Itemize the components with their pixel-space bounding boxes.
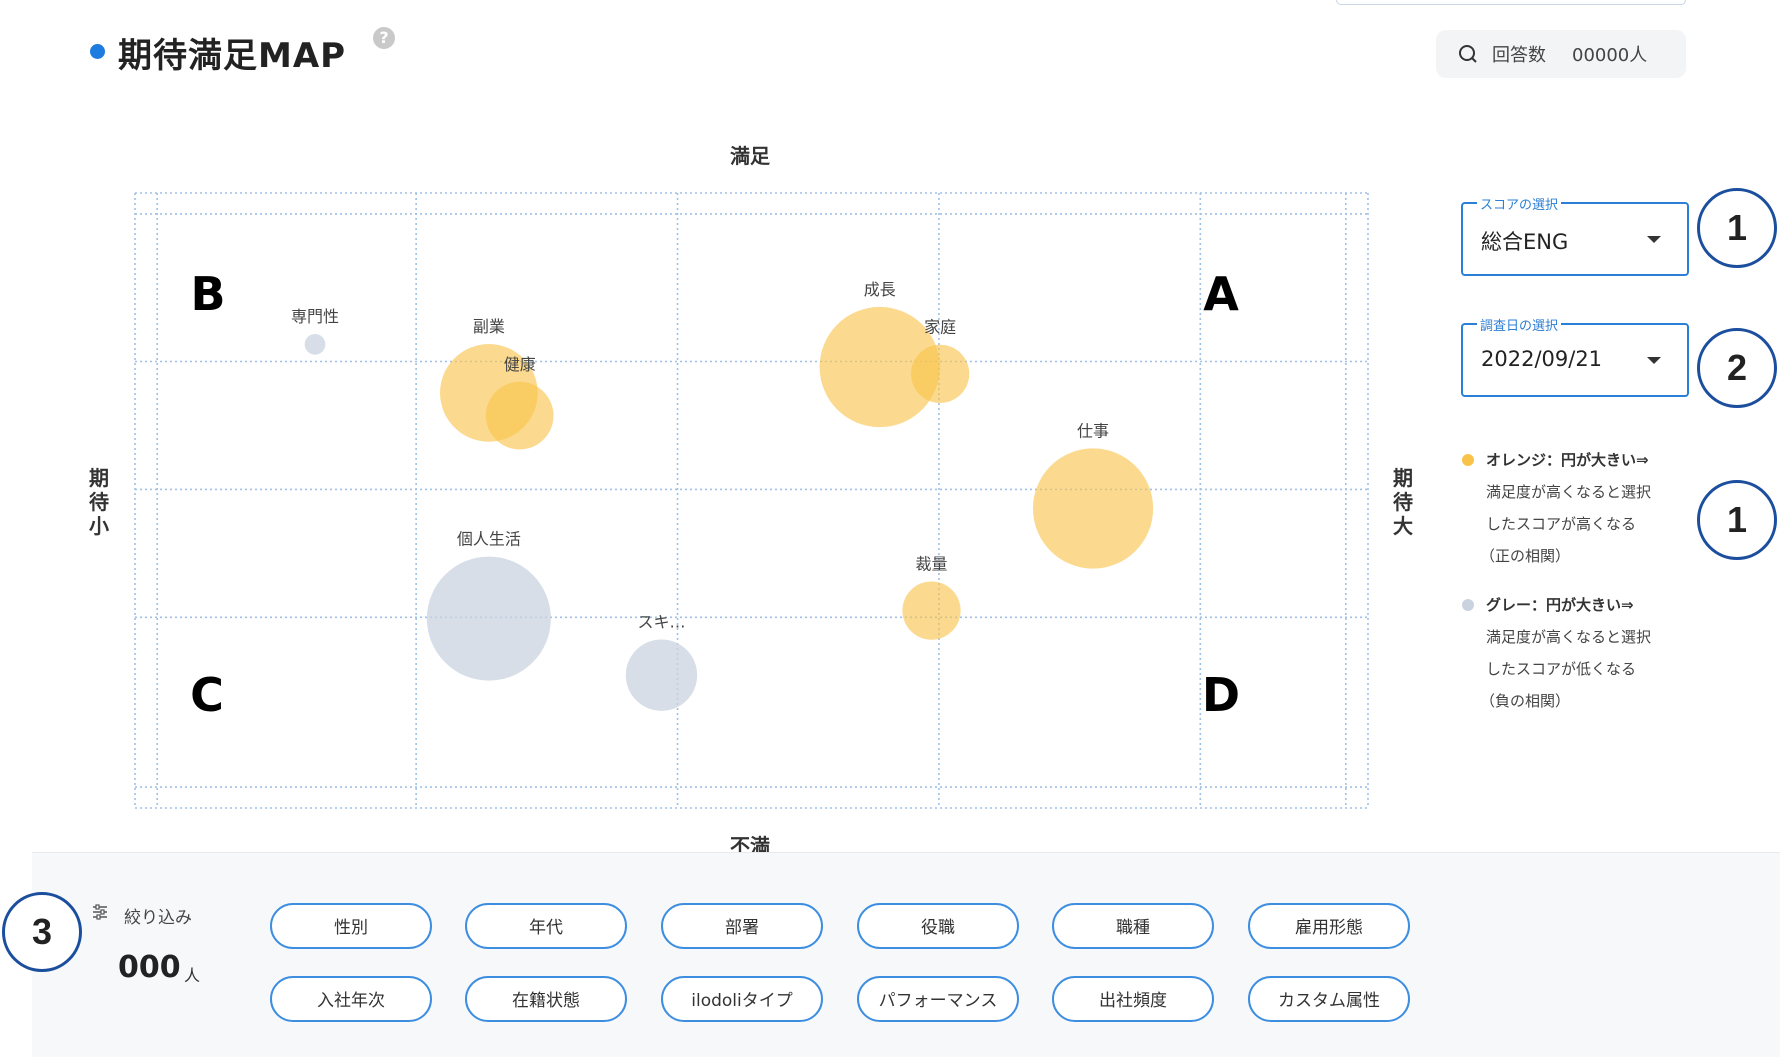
score-select-label: スコアの選択 xyxy=(1477,194,1562,213)
legend-orange-dot xyxy=(1462,454,1474,466)
legend-gray-dot xyxy=(1462,599,1474,611)
legend-gray-line: （負の相関） xyxy=(1480,692,1571,710)
filter-chip-ilodoli-type[interactable]: ilodoliタイプ xyxy=(661,976,823,1022)
bubble-layer xyxy=(304,306,1154,711)
callout-badge-date: 2 xyxy=(1697,328,1777,408)
callout-badge-legend: 1 xyxy=(1697,480,1777,560)
bubble-point[interactable] xyxy=(426,556,551,681)
bubble-point[interactable] xyxy=(485,381,554,450)
chevron-down-icon xyxy=(1647,236,1661,243)
title-bullet-icon xyxy=(90,44,105,59)
bubble-label: 健康 xyxy=(504,355,536,374)
filter-chip-department[interactable]: 部署 xyxy=(661,903,823,949)
help-icon[interactable]: ? xyxy=(373,27,395,49)
filter-panel xyxy=(32,852,1780,1057)
score-select-value: 総合ENG xyxy=(1481,230,1569,254)
quadrant-label-a: A xyxy=(1203,267,1239,321)
filter-chip-join-year[interactable]: 入社年次 xyxy=(270,976,432,1022)
filter-chip-custom-attribute[interactable]: カスタム属性 xyxy=(1248,976,1410,1022)
legend-gray-line: したスコアが低くなる xyxy=(1486,660,1637,678)
filter-chip-job-type[interactable]: 職種 xyxy=(1052,903,1214,949)
filter-chip-employment-status[interactable]: 在籍状態 xyxy=(465,976,627,1022)
filter-chip-employment-type[interactable]: 雇用形態 xyxy=(1248,903,1410,949)
bubble-point[interactable] xyxy=(625,639,698,711)
legend-orange-line: したスコアが高くなる xyxy=(1486,515,1637,533)
bubble-label: 成長 xyxy=(864,280,896,299)
filtered-count: 000 xyxy=(118,950,181,985)
bubble-label: スキ… xyxy=(637,612,685,631)
legend-gray-head: グレー：円が大きい⇒ xyxy=(1486,596,1634,614)
callout-badge-filter: 3 xyxy=(2,892,82,972)
legend-orange-line: （正の相関） xyxy=(1480,547,1571,565)
bubble-point[interactable] xyxy=(902,581,961,640)
bubble-label: 裁量 xyxy=(916,554,948,573)
filter-chip-attendance-frequency[interactable]: 出社頻度 xyxy=(1052,976,1214,1022)
date-select-value: 2022/09/21 xyxy=(1481,347,1603,371)
legend-gray-line: 満足度が高くなると選択 xyxy=(1486,628,1652,646)
date-select[interactable]: 調査日の選択 2022/09/21 xyxy=(1461,315,1689,397)
filtered-count-unit: 人 xyxy=(184,966,201,985)
filter-chip-gender[interactable]: 性別 xyxy=(270,903,432,949)
page-title: 期待満足MAP xyxy=(118,36,347,76)
date-select-label: 調査日の選択 xyxy=(1477,315,1562,334)
axis-label-left: 期待小 xyxy=(89,466,109,538)
filter-label: 絞り込み xyxy=(124,908,192,928)
callout-badge-score: 1 xyxy=(1697,188,1777,268)
chevron-down-icon xyxy=(1647,357,1661,364)
legend-orange-head: オレンジ：円が大きい⇒ xyxy=(1486,451,1649,469)
axis-label-right: 期待大 xyxy=(1393,466,1413,538)
response-count-box: 回答数 00000人 xyxy=(1436,30,1686,78)
axis-label-top: 満足 xyxy=(730,144,770,168)
search-icon xyxy=(1459,45,1477,63)
bubble-point[interactable] xyxy=(819,306,940,428)
quadrant-label-d: D xyxy=(1202,668,1240,722)
bubble-label: 個人生活 xyxy=(457,530,521,549)
bubble-label: 副業 xyxy=(473,317,505,336)
bubble-point[interactable] xyxy=(304,333,326,355)
filter-sliders-icon xyxy=(93,904,107,920)
response-count-value: 00000人 xyxy=(1572,45,1648,66)
bubble-label: 専門性 xyxy=(291,307,339,326)
quadrant-label-c: C xyxy=(190,668,224,722)
bubble-label: 家庭 xyxy=(924,318,956,337)
bubble-point[interactable] xyxy=(1032,448,1154,569)
bubble-label: 仕事 xyxy=(1077,421,1109,440)
legend-orange-line: 満足度が高くなると選択 xyxy=(1486,483,1652,501)
chart-grid xyxy=(134,192,1369,809)
filter-chip-position[interactable]: 役職 xyxy=(857,903,1019,949)
response-count-label: 回答数 xyxy=(1492,45,1546,66)
quadrant-label-b: B xyxy=(190,267,225,321)
filter-chip-performance[interactable]: パフォーマンス xyxy=(857,976,1019,1022)
score-select[interactable]: スコアの選択 総合ENG xyxy=(1461,194,1689,276)
filter-chip-age[interactable]: 年代 xyxy=(465,903,627,949)
bubble-point[interactable] xyxy=(911,344,970,403)
